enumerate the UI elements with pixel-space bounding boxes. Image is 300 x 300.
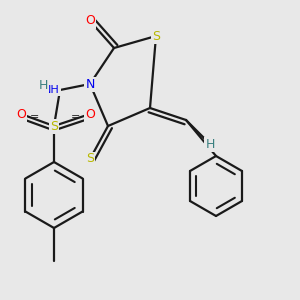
Text: O: O [16,107,26,121]
Text: S: S [86,152,94,166]
Text: S: S [152,29,160,43]
Text: =: = [70,112,80,122]
Text: S: S [50,119,58,133]
Text: H: H [205,137,215,151]
Text: =: = [30,112,39,122]
Text: N: N [85,77,95,91]
Text: NH: NH [43,85,60,95]
Text: O: O [85,14,95,28]
Text: O: O [85,107,95,121]
Text: H: H [39,79,48,92]
